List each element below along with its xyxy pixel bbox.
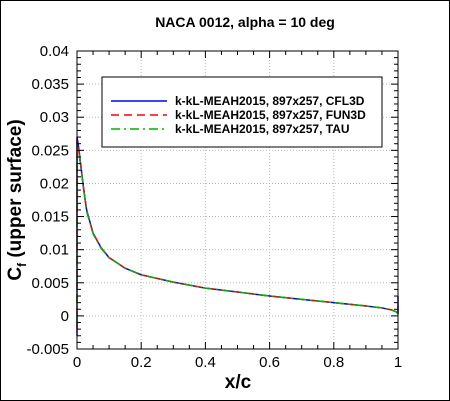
y-tick-label: 0.02 [40, 175, 69, 192]
legend-label-1: k-kL-MEAH2015, 897x257, CFL3D [175, 94, 365, 108]
x-tick-label: 0.8 [323, 354, 344, 371]
y-tick-label: 0.035 [31, 76, 69, 93]
x-axis-label: x/c [225, 372, 252, 393]
y-axis-label-text: (upper surface) [5, 119, 26, 263]
chart-title: NACA 0012, alpha = 10 deg [155, 14, 335, 30]
x-tick-label: 0.4 [195, 354, 216, 371]
series-line-1 [76, 136, 399, 336]
y-tick-label: 0.04 [40, 43, 69, 60]
legend-label-2: k-kL-MEAH2015, 897x257, FUN3D [175, 108, 366, 122]
legend-label-3: k-kL-MEAH2015, 897x257, TAU [175, 122, 350, 136]
y-tick-label: 0 [61, 308, 69, 325]
y-tick-label: 0.03 [40, 109, 69, 126]
x-tick-label: 0.2 [131, 354, 152, 371]
y-tick-label: -0.005 [26, 341, 69, 358]
y-tick-label: 0.005 [31, 275, 69, 292]
series-line-3 [76, 142, 399, 323]
x-tick-label: 0 [73, 354, 81, 371]
y-axis-label-subscript: f [15, 262, 29, 267]
y-tick-label: 0.01 [40, 242, 69, 259]
legend-box [101, 76, 383, 148]
series-line-2 [76, 139, 399, 330]
legend: k-kL-MEAH2015, 897x257, CFL3Dk-kL-MEAH20… [101, 76, 383, 148]
x-tick-label: 1 [394, 354, 402, 371]
series-layer [76, 136, 399, 336]
tick-labels: 0 0.2 0.4 0.6 0.8 1-0.00500.0050.010.0150.020… [26, 43, 402, 371]
ticks [76, 50, 399, 350]
y-axis-label-symbol: C [5, 267, 26, 281]
y-axis-label: Cf (upper surface) [5, 119, 29, 280]
y-tick-label: 0.015 [31, 209, 69, 226]
x-tick-label: 0.6 [259, 354, 280, 371]
y-tick-label: 0.025 [31, 142, 69, 159]
